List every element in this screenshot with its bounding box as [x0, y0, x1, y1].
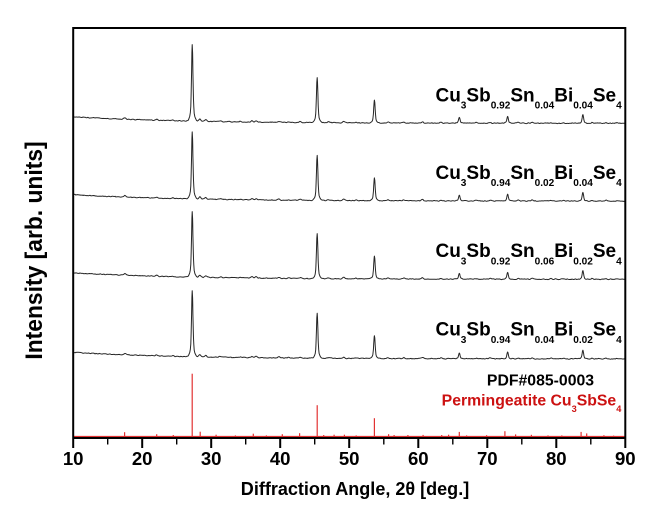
svg-text:Intensity [arb. units]: Intensity [arb. units]: [20, 141, 47, 359]
svg-text:40: 40: [270, 448, 291, 469]
svg-text:80: 80: [546, 448, 567, 469]
svg-text:90: 90: [615, 448, 636, 469]
svg-text:60: 60: [408, 448, 429, 469]
svg-text:70: 70: [477, 448, 498, 469]
svg-text:20: 20: [132, 448, 153, 469]
svg-text:10: 10: [63, 448, 84, 469]
svg-text:PDF#085-0003: PDF#085-0003: [487, 373, 594, 390]
svg-text:Diffraction Angle, 2θ [deg.]: Diffraction Angle, 2θ [deg.]: [241, 478, 469, 499]
svg-text:50: 50: [339, 448, 360, 469]
svg-text:Permingeatite Cu3​SbSe4: Permingeatite Cu3​SbSe4: [442, 392, 623, 414]
svg-text:30: 30: [201, 448, 222, 469]
